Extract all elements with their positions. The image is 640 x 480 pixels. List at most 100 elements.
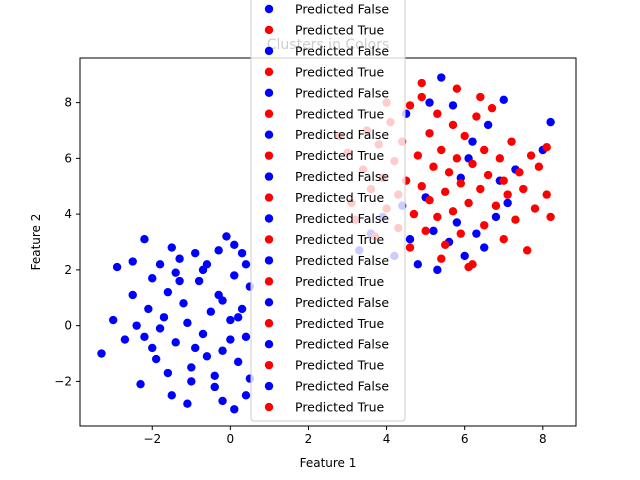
data-point-1-47: [487, 103, 497, 113]
data-point-0-76: [480, 243, 489, 252]
data-point-0-66: [413, 260, 423, 269]
data-point-0-55: [144, 304, 153, 314]
data-point-1-49: [495, 154, 505, 163]
data-point-1-53: [507, 137, 516, 146]
data-point-0-9: [140, 332, 149, 341]
data-point-0-54: [163, 368, 173, 378]
data-point-0-13: [183, 399, 192, 408]
data-point-1-37: [456, 179, 465, 188]
data-point-0-83: [546, 117, 555, 127]
data-point-0-36: [226, 315, 235, 325]
data-point-0-68: [429, 226, 438, 236]
legend-entry: Predicted False: [295, 337, 389, 352]
data-point-0-86: [425, 98, 434, 107]
legend-entry: Predicted True: [295, 400, 385, 415]
data-point-0-78: [491, 212, 501, 222]
x-tick-label: −2: [143, 432, 161, 446]
x-tick-label: 0: [227, 432, 235, 446]
data-point-0-56: [155, 324, 165, 333]
x-tick-label: 2: [305, 432, 313, 446]
data-point-0-43: [183, 318, 192, 328]
data-point-0-17: [214, 246, 223, 255]
data-point-0-57: [132, 321, 141, 330]
data-point-1-54: [511, 215, 520, 224]
legend-marker: [264, 88, 274, 98]
y-tick-label: −2: [54, 374, 72, 388]
legend-entry: Predicted True: [295, 106, 385, 121]
data-point-1-42: [472, 112, 481, 121]
legend-entry: Predicted False: [295, 169, 389, 184]
data-point-1-31: [440, 240, 450, 249]
data-point-1-21: [417, 92, 426, 102]
legend-marker: [264, 151, 274, 160]
legend-marker: [264, 256, 274, 265]
data-point-1-40: [468, 159, 477, 169]
x-tick-label: 4: [383, 432, 391, 446]
data-point-1-18: [405, 101, 415, 110]
data-point-0-22: [230, 405, 239, 414]
data-point-0-38: [233, 357, 243, 367]
data-point-0-70: [437, 73, 446, 82]
legend-marker: [264, 381, 274, 391]
data-point-1-38: [460, 131, 469, 141]
data-point-0-69: [433, 265, 442, 275]
data-point-0-58: [148, 343, 157, 353]
legend-marker: [264, 235, 274, 244]
data-point-0-48: [175, 276, 184, 286]
legend-entry: Predicted False: [295, 253, 389, 268]
y-tick-label: 8: [64, 96, 72, 110]
data-point-1-57: [522, 246, 532, 255]
data-point-0-19: [230, 240, 239, 249]
legend-marker: [264, 277, 274, 286]
legend-marker: [264, 109, 274, 118]
data-point-0-3: [140, 235, 149, 244]
data-point-0-49: [198, 265, 208, 275]
data-point-1-17: [405, 243, 415, 252]
data-point-1-50: [499, 235, 508, 244]
legend-marker: [264, 214, 274, 223]
data-point-0-50: [210, 382, 219, 392]
data-point-1-23: [421, 226, 430, 236]
data-point-1-19: [409, 209, 419, 219]
data-point-0-5: [120, 335, 130, 344]
data-point-1-44: [480, 145, 489, 155]
data-point-0-25: [159, 313, 169, 322]
data-point-1-28: [433, 212, 442, 222]
legend-entry: Predicted False: [295, 295, 389, 310]
data-point-0-2: [128, 257, 137, 266]
data-point-1-29: [437, 145, 446, 155]
data-point-1-26: [429, 162, 438, 171]
legend-entry: Predicted False: [295, 2, 389, 17]
data-point-0-51: [187, 377, 196, 386]
data-point-1-69: [437, 254, 446, 263]
data-point-0-6: [136, 379, 145, 389]
data-point-0-15: [191, 248, 200, 258]
data-point-1-39: [464, 198, 473, 208]
y-tick-label: 0: [64, 319, 72, 333]
y-axis-label: Feature 2: [29, 214, 43, 271]
data-point-1-32: [444, 168, 454, 177]
legend-marker: [264, 193, 274, 202]
data-point-1-60: [534, 162, 544, 171]
legend-marker: [264, 298, 274, 307]
data-point-1-51: [499, 176, 508, 185]
data-point-1-63: [546, 212, 555, 222]
data-point-1-30: [440, 187, 450, 197]
data-point-1-27: [433, 109, 442, 118]
legend-marker: [264, 340, 274, 349]
data-point-0-72: [452, 218, 462, 227]
data-point-0-74: [468, 137, 477, 146]
data-point-1-68: [464, 262, 473, 272]
data-point-1-56: [519, 184, 528, 194]
data-point-1-25: [425, 195, 434, 205]
data-point-0-14: [167, 391, 176, 400]
data-point-0-18: [222, 232, 231, 241]
data-point-1-36: [456, 229, 465, 238]
legend-marker: [264, 46, 274, 56]
data-point-1-62: [542, 143, 551, 152]
data-point-0-10: [155, 260, 165, 269]
data-point-1-20: [413, 151, 423, 160]
data-point-1-45: [480, 221, 489, 230]
data-point-1-55: [515, 168, 524, 177]
legend-entry: Predicted False: [295, 379, 389, 394]
